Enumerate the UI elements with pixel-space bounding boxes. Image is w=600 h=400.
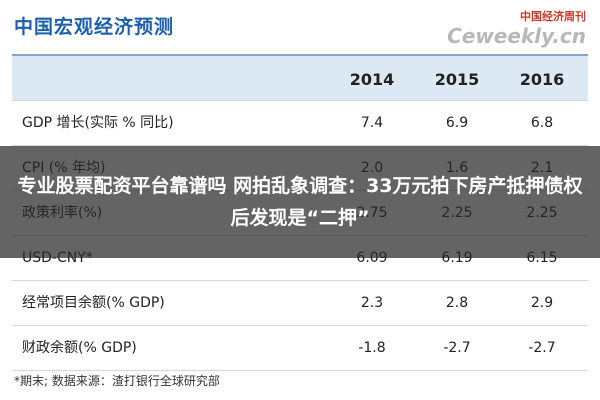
header-row: 2014 2015 2016 [12, 54, 588, 101]
row-label: 财政余额(% GDP) [22, 340, 137, 356]
column-header: 2016 [519, 70, 565, 89]
headline-banner[interactable]: 专业股票配资平台靠谱吗 网拍乱象调查：33万元拍下房产抵押债权后发现是“二押” [0, 146, 600, 258]
logo-en: Ceweekly.cn [447, 24, 586, 48]
cell: 2.9 [530, 295, 554, 311]
cell: 6.9 [445, 115, 469, 131]
logo-cn: 中国经济周刊 [520, 10, 586, 23]
table-row: 财政余额(% GDP) -1.8 -2.7 -2.7 [12, 326, 588, 371]
cell: -1.8 [358, 340, 386, 356]
cell: -2.7 [528, 340, 556, 356]
table-row: GDP 增长(实际 % 同比) 7.4 6.9 6.8 [12, 101, 588, 146]
table-row: 经常项目余额(% GDP) 2.3 2.8 2.9 [12, 281, 588, 326]
cell: 7.4 [360, 115, 384, 131]
cell: -2.7 [443, 340, 471, 356]
logo: 中国经济周刊 Ceweekly.cn [447, 8, 586, 48]
title: 中国宏观经济预测 [14, 16, 175, 38]
column-header: 2015 [434, 70, 480, 89]
row-label: 经常项目余额(% GDP) [22, 295, 165, 311]
cell: 2.8 [445, 295, 469, 311]
row-label: GDP 增长(实际 % 同比) [22, 115, 174, 131]
cell: 2.3 [360, 295, 384, 311]
footnote: *期末; 数据来源：渣打银行全球研究部 [14, 374, 220, 388]
cell: 6.8 [530, 115, 554, 131]
column-header: 2014 [349, 70, 395, 89]
